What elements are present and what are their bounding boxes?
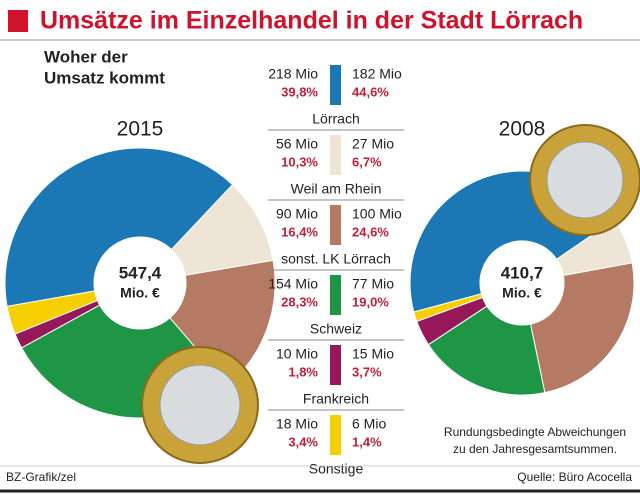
center-value: 410,7 [501,263,544,282]
credit: BZ-Grafik/zel [6,470,76,484]
amount-label: 10 Mio [276,346,318,362]
amount-label: 15 Mio [352,346,394,362]
coin [529,124,640,236]
amount-label: 154 Mio [268,276,318,292]
legend-swatch [330,65,341,105]
center-unit: Mio. € [502,285,542,301]
title-marker [8,10,28,32]
legend-label: Lörrach [312,111,359,127]
amount-label: 100 Mio [352,206,402,222]
amount-label: 77 Mio [352,276,394,292]
share-label: 3,7% [352,364,382,379]
share-label: 1,8% [288,364,318,379]
note: zu den Jahresgesamtsummen. [453,442,617,456]
share-label: 10,3% [281,154,318,169]
amount-label: 182 Mio [352,66,402,82]
share-label: 24,6% [352,224,389,239]
center-value: 547,4 [119,263,162,282]
share-label: 1,4% [352,434,382,449]
amount-label: 27 Mio [352,136,394,152]
subtitle: Umsatz kommt [44,68,165,87]
amount-label: 56 Mio [276,136,318,152]
pie-slice [4,147,234,308]
pie-slice [6,290,99,335]
legend-label: Frankreich [303,391,369,407]
share-label: 28,3% [281,294,318,309]
share-label: 6,7% [352,154,382,169]
share-label: 39,8% [281,84,318,99]
legend-label: sonst. LK Lörrach [281,251,391,267]
pie-slice [529,262,635,394]
amount-label: 218 Mio [268,66,318,82]
legend-swatch [330,275,341,315]
source: Quelle: Büro Acocella [517,470,632,484]
share-label: 44,6% [352,84,389,99]
pie-year: 2008 [499,118,546,141]
coin [141,346,259,464]
legend-label: Sonstige [309,461,364,477]
pie-slice [427,305,546,396]
legend-label: Schweiz [310,321,362,337]
legend-label: Weil am Rhein [291,181,382,197]
legend-swatch [330,345,341,385]
legend-swatch [330,415,341,455]
legend-swatch [330,135,341,175]
legend-swatch [330,205,341,245]
subtitle: Woher der [44,47,128,66]
share-label: 16,4% [281,224,318,239]
amount-label: 18 Mio [276,416,318,432]
amount-label: 90 Mio [276,206,318,222]
share-label: 3,4% [288,434,318,449]
note: Rundungsbedingte Abweichungen [444,425,626,439]
center-unit: Mio. € [120,285,160,301]
title: Umsätze im Einzelhandel in der Stadt Lör… [40,7,583,35]
pie-slice [413,293,484,323]
amount-label: 6 Mio [352,416,386,432]
pie-year: 2015 [117,118,164,141]
share-label: 19,0% [352,294,389,309]
